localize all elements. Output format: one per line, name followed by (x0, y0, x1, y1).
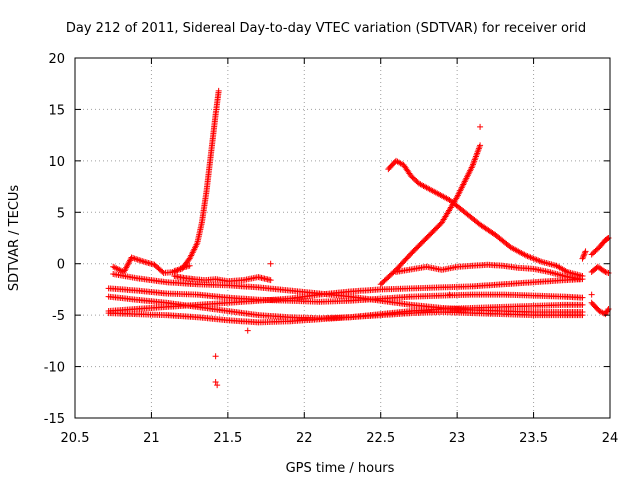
data-point (580, 252, 587, 259)
x-tick-label: 22 (296, 431, 313, 446)
data-point (214, 382, 221, 389)
data-point (576, 276, 583, 283)
data-point (477, 123, 484, 130)
data-point (579, 273, 586, 280)
y-axis-label: SDTVAR / TECUs (7, 185, 22, 292)
ticks: 20.5 21 21.5 22 22.5 23 23.5 24 -15 -10 -5 0 5 10 15 20 (44, 52, 619, 446)
data-point (582, 248, 589, 255)
data-point (212, 379, 219, 385)
grid (75, 58, 610, 418)
x-tick-label: 21 (143, 431, 160, 446)
data-point (579, 309, 586, 316)
chart-title: Day 212 of 2011, Sidereal Day-to-day VTE… (66, 21, 586, 36)
data-point (601, 268, 608, 275)
x-tick-label: 22.5 (366, 431, 395, 446)
data-point (159, 268, 166, 275)
data-point (477, 142, 484, 149)
data-point (579, 255, 586, 262)
y-tick-label: -10 (44, 361, 65, 376)
data-point (581, 249, 588, 256)
data-point (446, 291, 453, 298)
y-tick-label: 15 (48, 103, 65, 118)
x-tick-label: 21.5 (213, 431, 242, 446)
data-point (581, 251, 588, 258)
data-point (580, 254, 587, 261)
data-point (267, 260, 274, 267)
x-tick-label: 20.5 (61, 431, 90, 446)
y-tick-label: -5 (52, 309, 65, 324)
x-tick-label: 23 (449, 431, 466, 446)
x-tick-label: 23.5 (519, 431, 548, 446)
y-tick-label: -15 (44, 412, 65, 427)
x-tick-label: 24 (602, 431, 619, 446)
y-tick-label: 5 (57, 206, 65, 221)
data-point (604, 235, 611, 242)
data-point (244, 327, 251, 334)
x-axis-label: GPS time / hours (286, 461, 395, 476)
data-series (105, 87, 612, 389)
y-tick-label: 20 (48, 52, 65, 67)
data-point (215, 87, 222, 94)
y-tick-label: 10 (48, 155, 65, 170)
plot-frame (74, 57, 611, 419)
data-point (579, 301, 586, 308)
data-point (579, 294, 586, 301)
data-point (212, 353, 219, 360)
data-point (267, 277, 274, 284)
data-point (588, 291, 595, 298)
data-point (186, 262, 193, 269)
data-marks (105, 87, 612, 389)
y-tick-label: 0 (57, 258, 65, 273)
